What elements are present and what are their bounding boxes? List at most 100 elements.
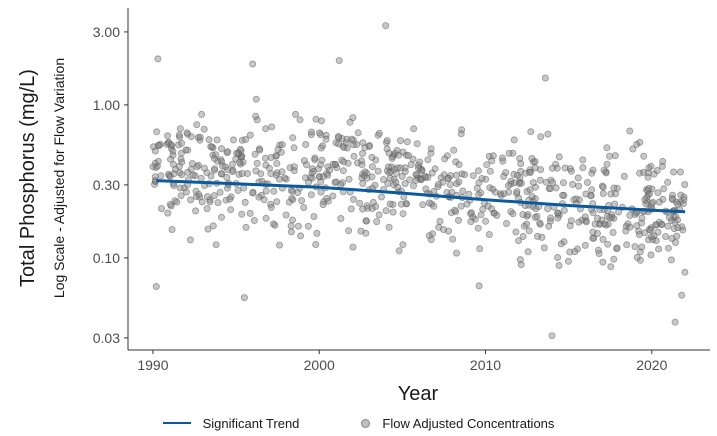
data-point [649, 198, 657, 206]
data-point [242, 135, 250, 143]
data-point [319, 201, 327, 209]
data-point [275, 175, 283, 183]
data-point [540, 244, 548, 252]
legend: Significant Trend Flow Adjusted Concentr… [0, 412, 717, 434]
data-point [488, 205, 496, 213]
data-point [278, 141, 286, 149]
data-point [475, 282, 483, 290]
data-point [425, 232, 433, 240]
data-point [166, 172, 174, 180]
data-point [544, 130, 552, 138]
data-point [304, 178, 312, 186]
data-point [581, 241, 589, 249]
data-point [296, 116, 304, 124]
data-point [310, 212, 318, 220]
data-point [397, 200, 405, 208]
data-point [243, 169, 251, 177]
data-point [434, 180, 442, 188]
data-point [363, 217, 371, 225]
data-point [228, 167, 236, 175]
data-point [357, 227, 365, 235]
data-point [414, 164, 422, 172]
data-point [671, 318, 679, 326]
data-point [226, 195, 234, 203]
data-point [567, 167, 575, 175]
data-point [641, 196, 649, 204]
data-point [430, 202, 438, 210]
data-point [629, 145, 637, 153]
legend-item-trend: Significant Trend [162, 415, 300, 431]
data-point [385, 223, 393, 231]
data-point [349, 243, 357, 251]
data-point [200, 125, 208, 133]
y-tick-label: 0.10 [93, 250, 120, 266]
data-point [290, 167, 298, 175]
data-point [372, 202, 380, 210]
data-point [151, 147, 159, 155]
data-point [548, 164, 556, 172]
data-point [167, 141, 175, 149]
data-point [384, 180, 392, 188]
data-point [170, 181, 178, 189]
data-point [198, 110, 206, 118]
data-point [206, 198, 214, 206]
data-point [536, 219, 544, 227]
data-point [224, 148, 232, 156]
data-point [399, 148, 407, 156]
legend-point-swatch [361, 418, 371, 428]
data-point [337, 180, 345, 188]
data-point [354, 129, 362, 137]
data-point [289, 134, 297, 142]
data-point [311, 154, 319, 162]
x-axis-title: Year [398, 383, 439, 405]
data-point [319, 172, 327, 180]
data-point [525, 227, 533, 235]
data-point [257, 170, 265, 178]
data-point [388, 154, 396, 162]
data-point [221, 163, 229, 171]
data-point [554, 214, 562, 222]
data-point [660, 185, 668, 193]
data-point [502, 169, 510, 177]
data-point [310, 167, 318, 175]
data-point [153, 128, 161, 136]
data-point [285, 198, 293, 206]
data-point [607, 263, 615, 271]
data-point [613, 244, 621, 252]
data-point [610, 184, 618, 192]
data-point [575, 182, 583, 190]
data-point [529, 179, 537, 187]
data-point [377, 193, 385, 201]
data-point [267, 200, 275, 208]
data-point [399, 210, 407, 218]
data-point [262, 214, 270, 222]
data-point [273, 198, 281, 206]
data-point [610, 255, 618, 263]
data-point [483, 161, 491, 169]
data-point [599, 235, 607, 243]
data-point [203, 205, 211, 213]
data-point [192, 207, 200, 215]
data-point [383, 137, 391, 145]
data-point [374, 167, 382, 175]
data-point [509, 149, 517, 157]
data-point [289, 187, 297, 195]
data-point [664, 244, 672, 252]
data-point [588, 186, 596, 194]
data-point [461, 171, 469, 179]
data-point [574, 174, 582, 182]
data-point [392, 178, 400, 186]
data-point [345, 175, 353, 183]
data-point [474, 167, 482, 175]
data-point [197, 174, 205, 182]
data-point [672, 238, 680, 246]
data-point [520, 222, 528, 230]
data-point [560, 179, 568, 187]
data-point [389, 208, 397, 216]
data-point [216, 188, 224, 196]
data-point [594, 229, 602, 237]
legend-trend-label: Significant Trend [202, 415, 300, 431]
data-point [553, 164, 561, 172]
data-point [304, 222, 312, 230]
data-point [260, 196, 268, 204]
